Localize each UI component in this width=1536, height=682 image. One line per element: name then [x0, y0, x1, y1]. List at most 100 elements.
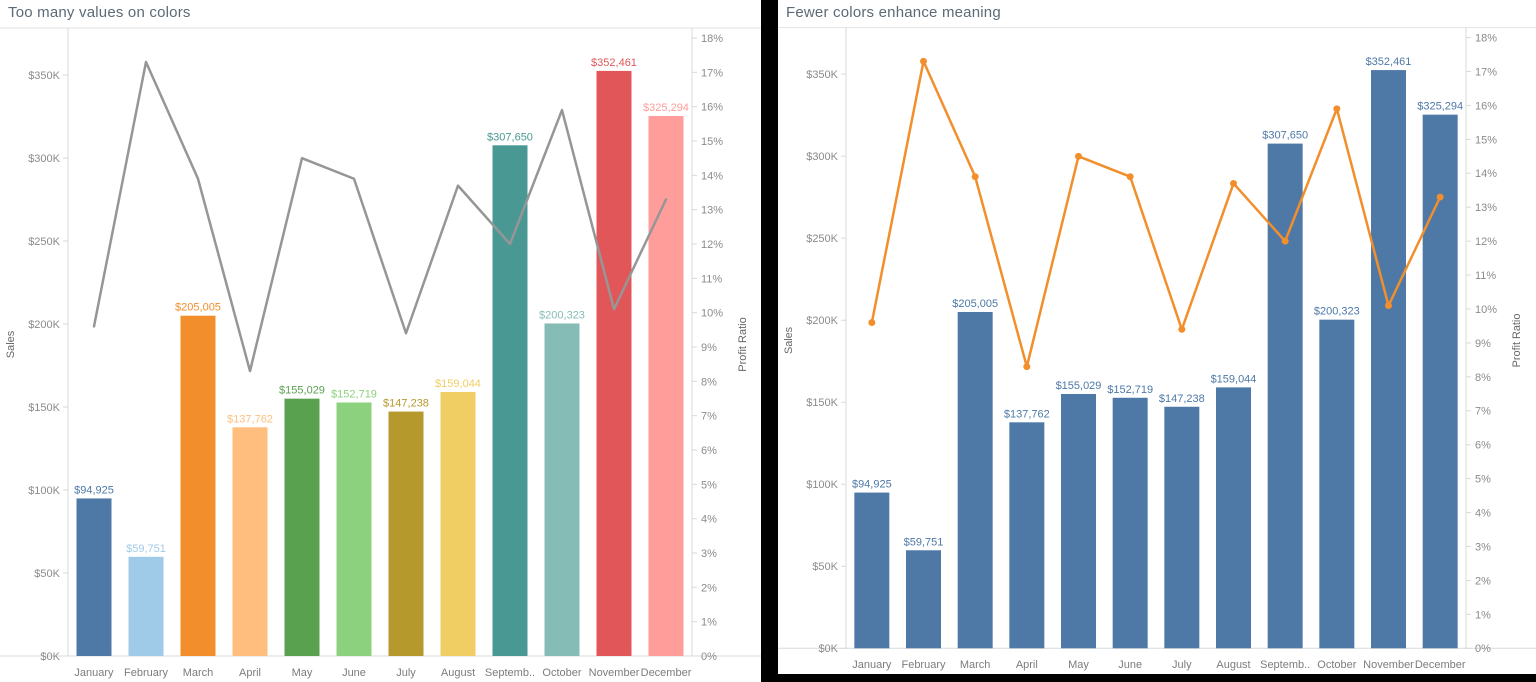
bar-may[interactable] — [284, 398, 320, 656]
bar-value-label-january: $94,925 — [74, 484, 114, 496]
percent-tick-label: 13% — [1475, 202, 1497, 214]
profit-ratio-point-july[interactable] — [1178, 325, 1186, 333]
x-tick-label-july: July — [396, 667, 416, 679]
bar-october[interactable] — [544, 323, 580, 656]
bar-july[interactable] — [1164, 406, 1200, 649]
bar-march[interactable] — [180, 315, 216, 656]
right-axis-title: Profit Ratio — [737, 317, 749, 371]
x-tick-label-october: October — [542, 667, 581, 679]
sales-tick-label: $350K — [28, 70, 60, 82]
chart-title-left: Too many values on colors — [8, 4, 191, 21]
bar-value-label-june: $152,719 — [331, 388, 377, 400]
bar-march[interactable] — [957, 311, 993, 649]
sales-tick-label: $100K — [806, 479, 838, 491]
profit-ratio-point-april[interactable] — [1023, 363, 1031, 371]
bar-value-label-january: $94,925 — [852, 479, 892, 491]
profit-ratio-point-august[interactable] — [1230, 179, 1237, 187]
percent-tick-label: 16% — [1475, 100, 1497, 112]
bar-value-label-march: $205,005 — [952, 298, 998, 310]
bar-january[interactable] — [76, 498, 112, 656]
profit-ratio-point-february[interactable] — [920, 57, 927, 65]
sales-tick-label: $50K — [812, 561, 838, 573]
bar-february[interactable] — [128, 556, 164, 656]
bar-value-label-september: $307,650 — [487, 131, 533, 143]
percent-tick-label: 8% — [701, 376, 717, 388]
profit-ratio-point-march[interactable] — [971, 173, 979, 181]
bar-may[interactable] — [1061, 393, 1096, 649]
profit-ratio-point-november[interactable] — [1385, 302, 1392, 310]
bar-october[interactable] — [1319, 319, 1355, 649]
percent-tick-label: 7% — [1475, 406, 1491, 418]
percent-tick-label: 9% — [1475, 338, 1491, 350]
sales-tick-label: $100K — [28, 485, 60, 497]
bar-july[interactable] — [388, 411, 424, 656]
percent-tick-label: 18% — [1475, 33, 1497, 45]
x-tick-label-november: November — [589, 667, 640, 679]
percent-tick-label: 5% — [1475, 474, 1491, 486]
bar-value-label-may: $155,029 — [1056, 380, 1102, 392]
bar-september[interactable] — [492, 145, 528, 656]
x-tick-label-january: January — [74, 667, 114, 679]
profit-ratio-point-may[interactable] — [1075, 152, 1082, 160]
percent-tick-label: 18% — [701, 33, 723, 45]
profit-ratio-line[interactable] — [92, 60, 668, 373]
bar-value-label-february: $59,751 — [904, 536, 944, 548]
percent-tick-label: 17% — [1475, 66, 1497, 78]
percent-tick-label: 12% — [701, 239, 723, 251]
bar-september[interactable] — [1267, 143, 1303, 649]
bar-value-label-may: $155,029 — [279, 385, 325, 397]
bar-december[interactable] — [648, 116, 684, 656]
x-tick-label-april: April — [1016, 659, 1038, 671]
x-tick-label-march: March — [183, 667, 214, 679]
sales-tick-label: $300K — [28, 153, 60, 165]
percent-tick-label: 10% — [701, 308, 723, 320]
bar-value-label-july: $147,238 — [383, 398, 429, 410]
sales-tick-label: $0K — [40, 651, 60, 663]
bar-value-label-december: $325,294 — [643, 102, 689, 114]
bar-value-label-july: $147,238 — [1159, 393, 1205, 405]
sales-tick-label: $50K — [34, 568, 60, 580]
chart-panel-too-many-colors: $0K $50K $100K $150K $200K $250K $300K $350K 0% 1… — [0, 0, 762, 682]
left-axis-title: Sales — [5, 330, 17, 358]
combo-chart-canvas-left: $0K $50K $100K $150K $200K $250K $300K $350K 0% 1… — [0, 27, 762, 679]
percent-tick-label: 12% — [1475, 236, 1497, 248]
bar-april[interactable] — [1009, 422, 1045, 649]
percent-tick-label: 13% — [701, 205, 723, 217]
bar-value-label-march: $205,005 — [175, 302, 221, 314]
bar-august[interactable] — [1216, 387, 1251, 649]
bar-april[interactable] — [232, 427, 268, 656]
bar-june[interactable] — [336, 402, 372, 656]
bar-value-label-february: $59,751 — [126, 543, 166, 555]
bar-value-label-june: $152,719 — [1107, 384, 1153, 396]
x-tick-label-january: January — [852, 659, 892, 671]
x-tick-label-march: March — [960, 659, 991, 671]
profit-ratio-point-september[interactable] — [1281, 237, 1289, 245]
percent-tick-label: 11% — [1475, 270, 1496, 282]
chart-title-right: Fewer colors enhance meaning — [786, 4, 1001, 21]
bar-december[interactable] — [1422, 114, 1458, 649]
bar-june[interactable] — [1112, 397, 1148, 649]
profit-ratio-point-october[interactable] — [1333, 105, 1341, 113]
panel-divider-bottom — [761, 674, 1536, 682]
x-tick-label-july: July — [1172, 659, 1192, 671]
percent-tick-label: 15% — [1475, 134, 1497, 146]
x-tick-label-august: August — [441, 667, 475, 679]
bar-february[interactable] — [906, 550, 941, 649]
bar-august[interactable] — [440, 391, 476, 656]
x-tick-label-october: October — [1317, 659, 1356, 671]
profit-ratio-point-january[interactable] — [868, 319, 876, 327]
bar-january[interactable] — [854, 492, 890, 649]
x-tick-label-september: Septemb.. — [485, 667, 535, 679]
combo-chart-canvas-right: $0K $50K $100K $150K $200K $250K $300K $350K 0% 1… — [778, 27, 1536, 671]
bar-november[interactable] — [596, 70, 632, 657]
x-tick-label-may: May — [292, 667, 313, 679]
profit-ratio-point-june[interactable] — [1126, 173, 1134, 181]
x-tick-label-november: November — [1363, 659, 1414, 671]
bar-november[interactable] — [1371, 70, 1406, 649]
bar-value-label-october: $200,323 — [1314, 306, 1360, 318]
percent-tick-label: 15% — [701, 136, 723, 148]
percent-tick-label: 4% — [1475, 508, 1491, 520]
profit-ratio-line[interactable] — [870, 60, 1442, 368]
percent-tick-label: 7% — [701, 411, 717, 423]
profit-ratio-point-december[interactable] — [1436, 193, 1444, 201]
